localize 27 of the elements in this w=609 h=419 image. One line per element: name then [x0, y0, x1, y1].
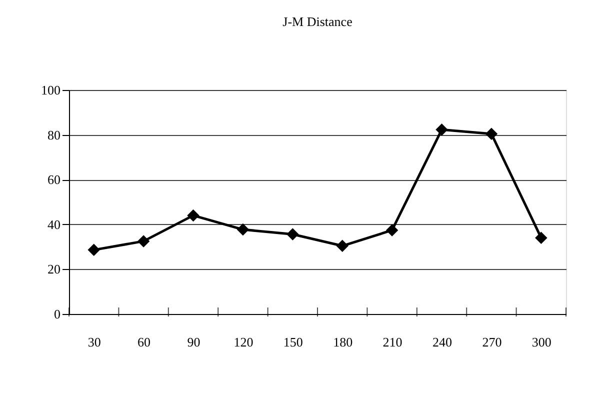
- x-tick-label: 90: [187, 334, 200, 350]
- point: [386, 224, 398, 236]
- point: [88, 244, 100, 256]
- point: [485, 128, 498, 140]
- chart-title: J-M Distance: [282, 14, 353, 29]
- y-tick-label: 20: [48, 262, 60, 277]
- x-tick-label: 240: [432, 334, 452, 350]
- x-tick-label: 150: [283, 334, 303, 350]
- x-tick-label: 120: [234, 334, 254, 350]
- y-tick-label: 100: [41, 82, 60, 98]
- y-tick-label: 0: [54, 306, 60, 322]
- point: [436, 124, 448, 136]
- point: [137, 235, 150, 248]
- x-tick-label: 300: [532, 334, 552, 350]
- y-tick-label: 60: [48, 172, 60, 188]
- point: [236, 223, 250, 236]
- point: [187, 209, 200, 222]
- x-tick-label: 180: [333, 334, 353, 350]
- x-tick-label: 30: [88, 334, 101, 350]
- y-tick-label: 40: [48, 216, 60, 232]
- point: [535, 232, 548, 244]
- x-tick-label: 270: [482, 334, 502, 350]
- x-tick-label: 210: [382, 334, 402, 350]
- x-tick-label: 60: [138, 334, 151, 350]
- point: [286, 228, 299, 240]
- point: [336, 240, 348, 252]
- y-tick-label: 80: [48, 127, 60, 142]
